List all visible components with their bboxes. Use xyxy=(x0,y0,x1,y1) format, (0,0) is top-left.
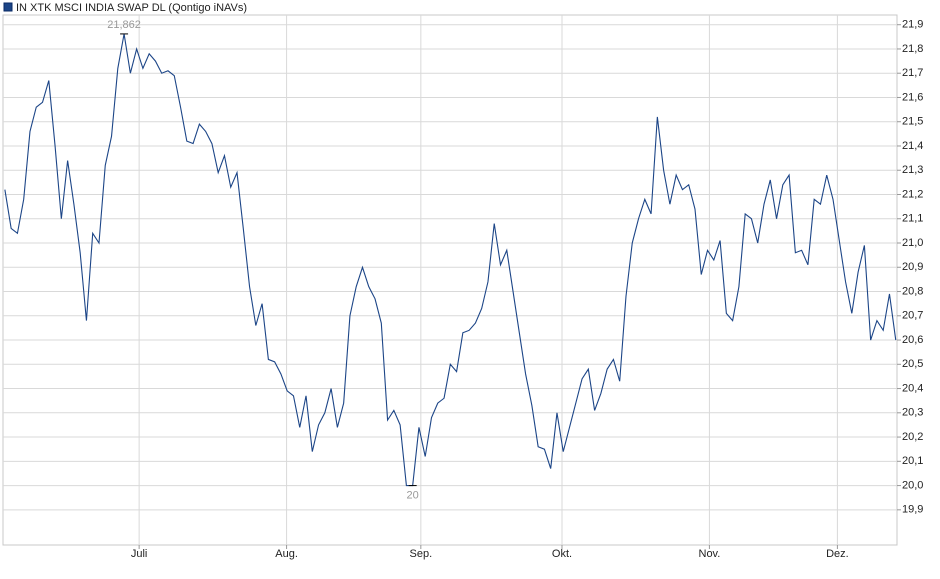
y-tick-label: 19,9 xyxy=(902,504,923,516)
y-tick-label: 20,2 xyxy=(902,431,923,443)
x-tick-label: Okt. xyxy=(552,548,572,560)
data-line xyxy=(4,33,897,487)
y-tick-label: 21,2 xyxy=(902,188,923,200)
annotation: 21,862 xyxy=(107,19,141,31)
y-tick-label: 20,3 xyxy=(902,407,923,419)
y-tick-label: 21,3 xyxy=(902,164,923,176)
y-tick-label: 20,9 xyxy=(902,261,923,273)
legend: IN XTK MSCI INDIA SWAP DL (Qontigo iNAVs… xyxy=(3,2,247,14)
y-tick-label: 20,0 xyxy=(902,479,923,491)
y-tick-label: 20,8 xyxy=(902,285,923,297)
x-tick-label: Dez. xyxy=(826,548,849,560)
y-tick-label: 21,0 xyxy=(902,237,923,249)
y-tick-label: 20,7 xyxy=(902,310,923,322)
y-tick-label: 21,9 xyxy=(902,19,923,31)
legend-label: IN XTK MSCI INDIA SWAP DL (Qontigo iNAVs… xyxy=(16,2,247,14)
y-tick-label: 21,7 xyxy=(902,67,923,79)
legend-swatch xyxy=(3,2,13,12)
y-tick-label: 21,5 xyxy=(902,116,923,128)
x-tick-label: Juli xyxy=(131,548,148,560)
plot-frame xyxy=(2,14,898,546)
y-tick-label: 20,4 xyxy=(902,382,923,394)
y-tick-label: 21,1 xyxy=(902,213,923,225)
x-tick-label: Sep. xyxy=(410,548,433,560)
x-tick-label: Nov. xyxy=(699,548,721,560)
annotation: 20 xyxy=(407,489,419,501)
y-tick-label: 20,5 xyxy=(902,358,923,370)
y-tick-label: 20,6 xyxy=(902,334,923,346)
x-tick-label: Aug. xyxy=(275,548,298,560)
y-tick-label: 21,8 xyxy=(902,43,923,55)
y-tick-label: 21,4 xyxy=(902,140,923,152)
y-tick-label: 21,6 xyxy=(902,91,923,103)
y-tick-label: 20,1 xyxy=(902,455,923,467)
